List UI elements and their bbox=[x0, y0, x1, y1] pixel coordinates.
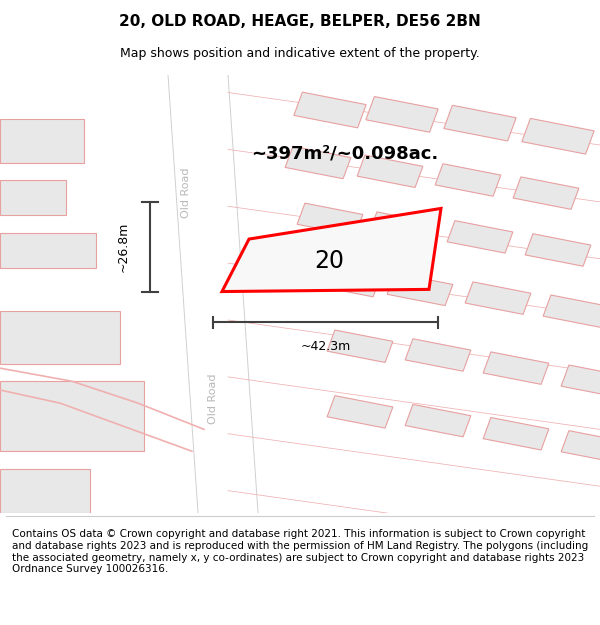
Polygon shape bbox=[444, 105, 516, 141]
Polygon shape bbox=[513, 177, 579, 209]
Polygon shape bbox=[0, 180, 66, 215]
Polygon shape bbox=[357, 155, 423, 188]
Text: Map shows position and indicative extent of the property.: Map shows position and indicative extent… bbox=[120, 48, 480, 61]
Polygon shape bbox=[285, 146, 351, 179]
Polygon shape bbox=[522, 118, 594, 154]
Polygon shape bbox=[327, 330, 393, 362]
Text: 20, OLD ROAD, HEAGE, BELPER, DE56 2BN: 20, OLD ROAD, HEAGE, BELPER, DE56 2BN bbox=[119, 14, 481, 29]
Text: Contains OS data © Crown copyright and database right 2021. This information is : Contains OS data © Crown copyright and d… bbox=[12, 529, 588, 574]
Polygon shape bbox=[447, 221, 513, 253]
Polygon shape bbox=[366, 96, 438, 132]
Polygon shape bbox=[0, 311, 120, 364]
Polygon shape bbox=[483, 418, 549, 450]
Polygon shape bbox=[315, 264, 381, 297]
Text: ~397m²/~0.098ac.: ~397m²/~0.098ac. bbox=[251, 145, 439, 162]
Polygon shape bbox=[327, 396, 393, 428]
Polygon shape bbox=[465, 282, 531, 314]
Polygon shape bbox=[561, 431, 600, 463]
Polygon shape bbox=[387, 273, 453, 306]
Polygon shape bbox=[561, 365, 600, 398]
Polygon shape bbox=[405, 339, 471, 371]
Text: Old Road: Old Road bbox=[181, 168, 191, 218]
Polygon shape bbox=[0, 381, 144, 451]
Polygon shape bbox=[294, 92, 366, 128]
Polygon shape bbox=[405, 404, 471, 437]
Polygon shape bbox=[0, 232, 96, 268]
Polygon shape bbox=[0, 469, 90, 512]
Polygon shape bbox=[222, 209, 441, 291]
Text: ~42.3m: ~42.3m bbox=[301, 340, 350, 352]
Polygon shape bbox=[369, 212, 435, 244]
Text: ~26.8m: ~26.8m bbox=[116, 221, 130, 272]
Text: 20: 20 bbox=[314, 249, 344, 274]
Polygon shape bbox=[435, 164, 501, 196]
Text: Old Road: Old Road bbox=[208, 374, 218, 424]
Polygon shape bbox=[168, 75, 258, 512]
Polygon shape bbox=[483, 352, 549, 384]
Polygon shape bbox=[543, 295, 600, 328]
Polygon shape bbox=[297, 203, 363, 236]
Polygon shape bbox=[525, 234, 591, 266]
Polygon shape bbox=[0, 119, 84, 162]
